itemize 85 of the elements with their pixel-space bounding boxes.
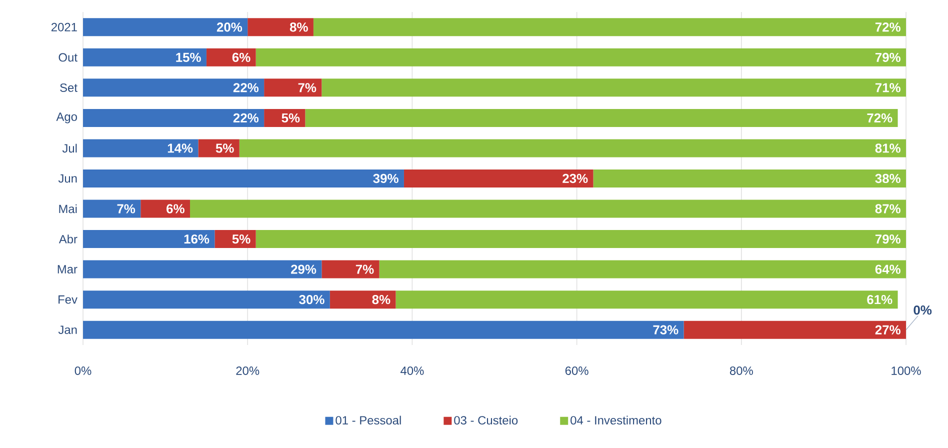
data-label: 79% bbox=[875, 234, 900, 244]
bar bbox=[83, 320, 684, 339]
data-label: 27% bbox=[875, 325, 900, 334]
bar bbox=[83, 200, 141, 218]
data-label: 0% bbox=[914, 305, 932, 315]
bar bbox=[83, 169, 404, 188]
data-label: 73% bbox=[653, 325, 678, 334]
bar bbox=[322, 78, 906, 97]
legend-label: 01 - Pessoal bbox=[336, 416, 401, 425]
bar bbox=[396, 290, 898, 309]
bar bbox=[83, 78, 264, 97]
y-tick-label: 2021 bbox=[51, 22, 77, 32]
bar bbox=[256, 230, 906, 248]
y-tick-label: Out bbox=[58, 53, 78, 62]
data-label: 14% bbox=[168, 144, 193, 153]
data-label: 79% bbox=[875, 52, 900, 62]
bar bbox=[379, 260, 906, 278]
data-label: 38% bbox=[875, 174, 900, 184]
data-label: 22% bbox=[233, 83, 259, 92]
data-label: 6% bbox=[166, 204, 184, 214]
data-label: 8% bbox=[290, 22, 308, 32]
bar bbox=[239, 139, 906, 158]
bar bbox=[214, 230, 256, 248]
x-tick-label: 0% bbox=[74, 366, 92, 375]
data-label: 29% bbox=[291, 264, 316, 274]
bar bbox=[206, 48, 256, 66]
data-label: 16% bbox=[184, 234, 210, 244]
bar bbox=[593, 169, 906, 188]
y-tick-label: Fev bbox=[58, 295, 78, 304]
bar bbox=[404, 169, 594, 188]
bar bbox=[248, 18, 314, 36]
data-label: 5% bbox=[232, 234, 250, 244]
bar bbox=[322, 260, 380, 278]
bar bbox=[330, 290, 396, 309]
data-label: 71% bbox=[875, 83, 900, 92]
x-tick-label: 40% bbox=[400, 366, 424, 375]
bar bbox=[83, 260, 322, 278]
data-label: 7% bbox=[117, 204, 136, 214]
bar bbox=[83, 108, 264, 127]
data-label: 22% bbox=[233, 113, 259, 123]
x-tick-label: 60% bbox=[565, 366, 588, 375]
data-label: 61% bbox=[867, 294, 892, 304]
bar bbox=[83, 290, 330, 309]
legend-label: 03 - Custeio bbox=[454, 416, 518, 425]
bar bbox=[264, 108, 306, 127]
bar bbox=[83, 230, 215, 248]
x-tick-label: 100% bbox=[892, 366, 921, 375]
bar bbox=[190, 200, 906, 218]
data-label: 39% bbox=[373, 174, 398, 184]
bar bbox=[83, 48, 206, 66]
data-label: 7% bbox=[356, 264, 374, 274]
x-tick-label: 20% bbox=[236, 366, 260, 375]
legend-label: 04 - Investimento bbox=[570, 416, 662, 425]
bar bbox=[313, 18, 906, 36]
y-tick-label: Jun bbox=[58, 174, 77, 183]
data-label: 87% bbox=[875, 204, 900, 214]
bar bbox=[198, 139, 240, 158]
bar bbox=[140, 200, 190, 218]
data-label: 15% bbox=[176, 52, 201, 62]
data-label: 72% bbox=[867, 113, 892, 123]
bar bbox=[305, 108, 898, 127]
y-tick-label: Jan bbox=[58, 326, 77, 334]
data-label: 7% bbox=[298, 83, 316, 92]
data-label: 20% bbox=[216, 22, 242, 32]
data-label: 8% bbox=[372, 294, 390, 304]
data-label: 64% bbox=[875, 264, 900, 274]
data-label: 5% bbox=[216, 144, 234, 153]
y-tick-label: Abr bbox=[58, 234, 78, 244]
y-tick-label: Jul bbox=[62, 144, 77, 153]
y-tick-label: Ago bbox=[56, 112, 77, 124]
data-label: 23% bbox=[562, 174, 588, 184]
y-tick-label: Mai bbox=[59, 204, 77, 214]
data-label: 6% bbox=[232, 52, 250, 62]
data-label: 5% bbox=[282, 113, 300, 123]
data-label: 81% bbox=[875, 144, 900, 153]
data-label: 30% bbox=[299, 294, 324, 304]
x-tick-label: 80% bbox=[730, 366, 753, 375]
bar bbox=[83, 18, 248, 36]
bar bbox=[256, 48, 906, 66]
data-label: 72% bbox=[875, 22, 900, 32]
bar bbox=[684, 320, 906, 339]
bar bbox=[83, 139, 198, 158]
y-tick-label: Set bbox=[60, 83, 78, 92]
bar bbox=[264, 78, 322, 97]
y-tick-label: Mar bbox=[58, 265, 78, 274]
